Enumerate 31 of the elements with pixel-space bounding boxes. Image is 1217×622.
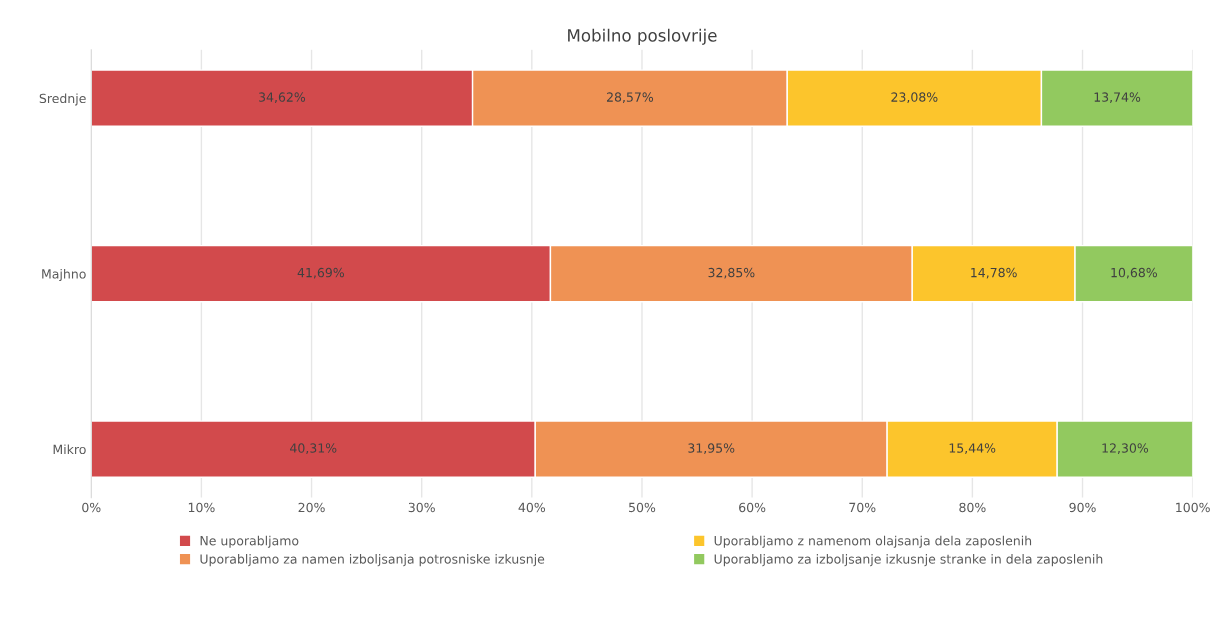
chart-title: Mobilno poslovrije (568, 28, 717, 45)
data-label: 34,62% (259, 92, 306, 104)
data-label: 15,44% (949, 443, 996, 455)
x-tick-label: 70% (849, 502, 876, 513)
data-label: 32,85% (708, 267, 755, 279)
y-tick-label: Mikro (53, 444, 86, 455)
x-tick-label: 60% (739, 502, 766, 513)
x-tick-label: 30% (408, 502, 435, 513)
data-label: 40,31% (290, 443, 337, 455)
legend-label: Uporabljamo za izboljsanje izkusnje stranke in dela zaposlenih (714, 554, 1103, 567)
legend-label: Ne uporabljamo (200, 535, 299, 548)
data-label: 14,78% (971, 267, 1017, 279)
data-label: 23,08% (891, 92, 938, 104)
x-tick-label: 40% (518, 502, 546, 513)
x-tick-label: 90% (1069, 502, 1096, 513)
x-tick-label: 20% (298, 502, 325, 513)
legend-label: Uporabljamo z namenom olajsanja dela zaposlenih (714, 535, 1032, 548)
y-tick-label: Srednje (39, 93, 86, 106)
x-tick-label: 10% (188, 502, 215, 513)
x-tick-label: 100% (1176, 502, 1210, 513)
x-tick-label: 50% (629, 502, 656, 513)
x-tick-label: 80% (959, 502, 986, 513)
legend-label: Uporabljamo za namen izboljsanja potrosniske izkusnje (200, 554, 545, 567)
data-label: 41,69% (297, 267, 344, 279)
data-label: 31,95% (688, 443, 735, 455)
data-label: 10,68% (1111, 267, 1157, 279)
data-label: 12,30% (1102, 443, 1149, 455)
data-label: 13,74% (1094, 92, 1141, 104)
x-tick-label: 0% (82, 502, 101, 513)
data-label: 28,57% (606, 92, 654, 104)
y-tick-label: Majhno (42, 268, 86, 282)
